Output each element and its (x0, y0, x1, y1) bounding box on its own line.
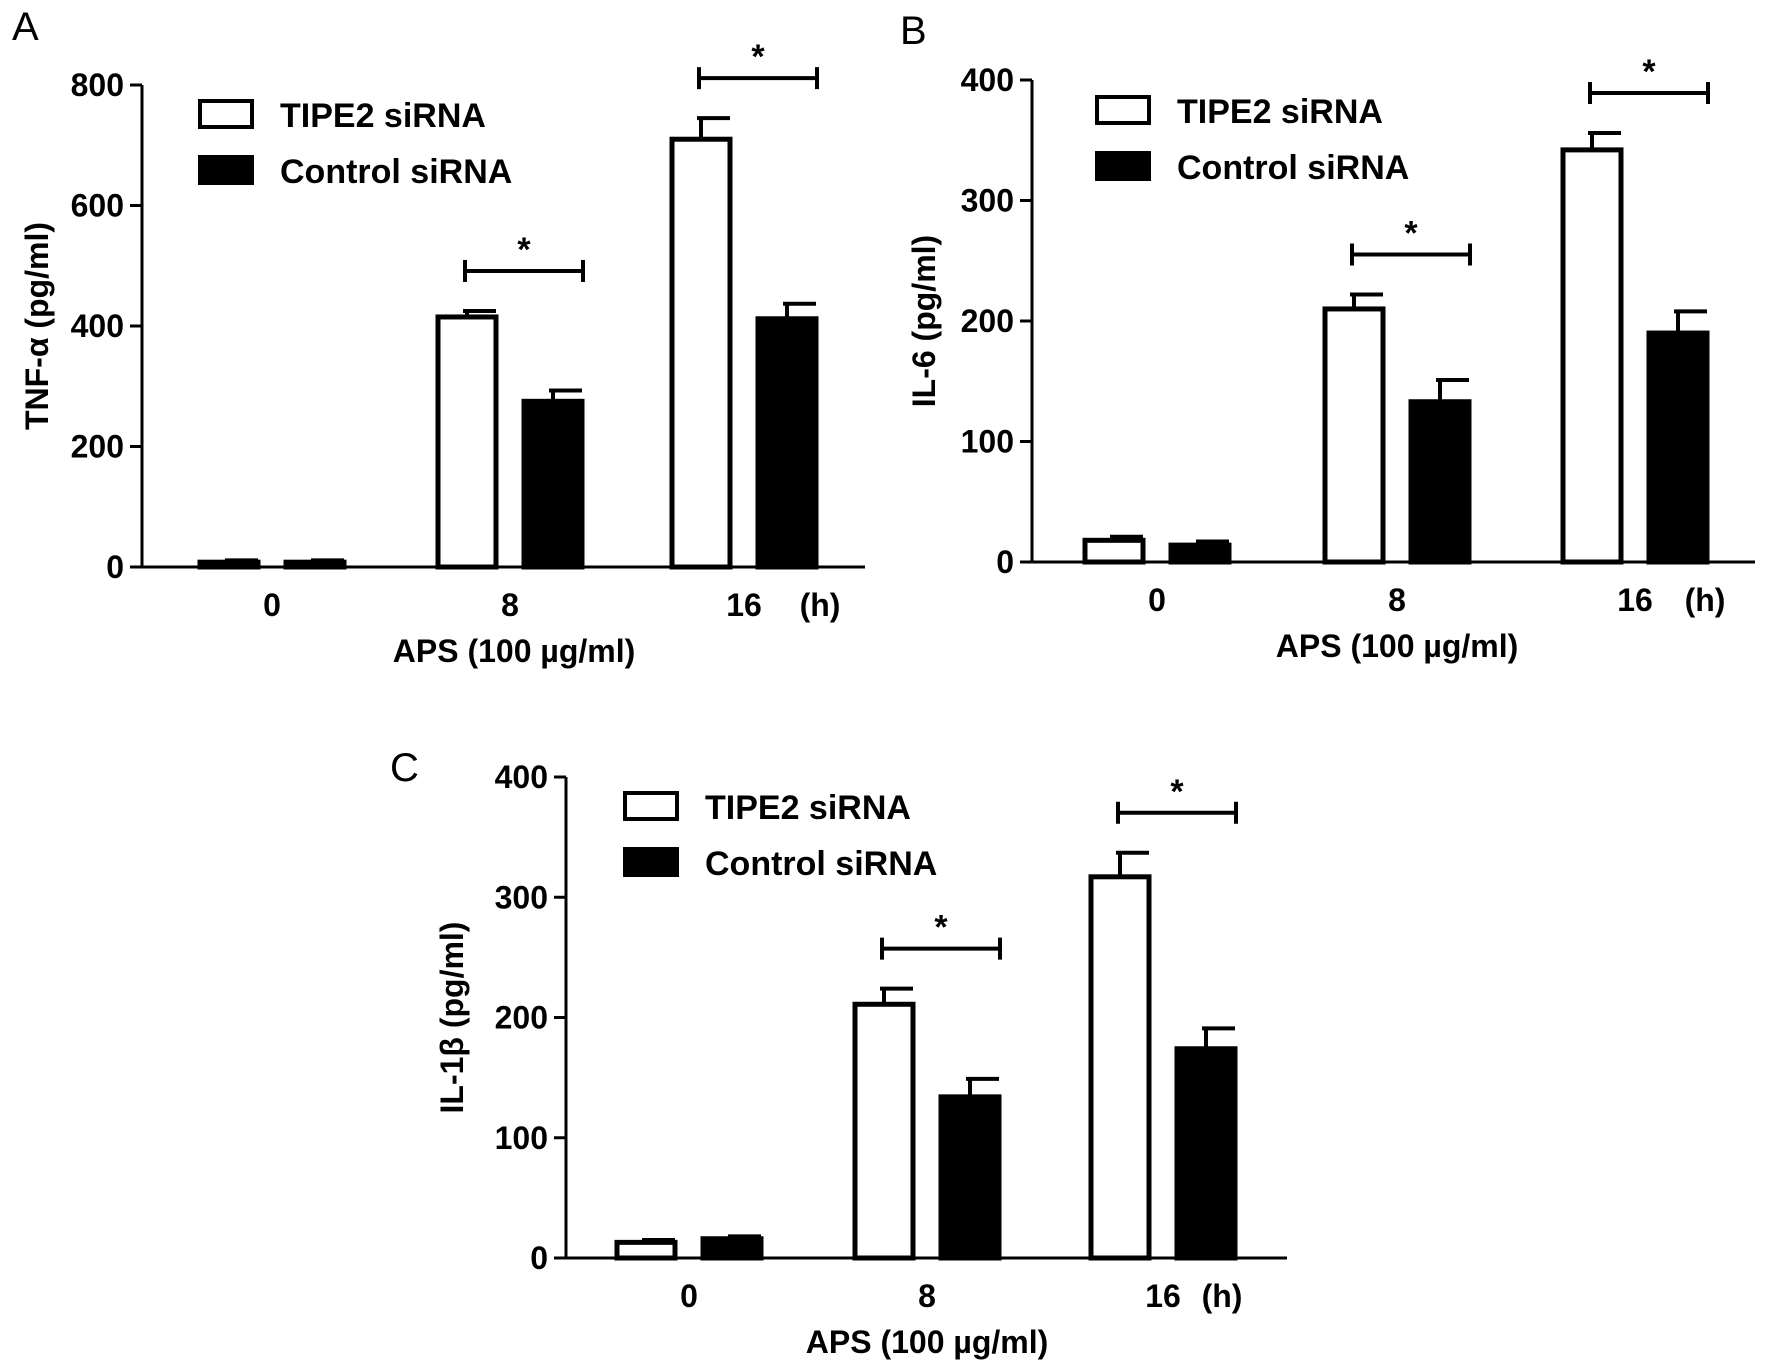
y-tick-label: 100 (495, 1120, 548, 1156)
bar-tipe2-16 (669, 136, 733, 570)
legend-swatch-tipe2 (1095, 95, 1151, 125)
legend: TIPE2 siRNA Control siRNA (623, 789, 937, 883)
x-tick-label: 0 (680, 1278, 698, 1314)
y-tick-label: 400 (961, 62, 1014, 98)
bar-tipe2-0 (197, 559, 261, 570)
chart-panel-a: A 0 200 400 600 800 TNF-α (pg/ml) 0 8 16 (h) APS (1… (12, 5, 865, 669)
bar-control-8 (1408, 399, 1472, 565)
legend-swatch-control (198, 155, 254, 185)
x-tick-label: 0 (263, 587, 281, 623)
y-axis-label: IL-6 (pg/ml) (906, 235, 942, 407)
legend-label: TIPE2 siRNA (705, 789, 911, 827)
legend-label: Control siRNA (280, 153, 512, 191)
significance-marker: * (934, 909, 948, 947)
y-tick-label: 600 (71, 188, 124, 224)
panel-letter: B (900, 9, 927, 53)
legend-swatch-tipe2 (623, 791, 679, 821)
y-axis-label: IL-1β (pg/ml) (434, 922, 470, 1114)
x-tick-label: 8 (1388, 582, 1406, 618)
significance-marker: * (1642, 53, 1656, 91)
x-tick-label: 8 (501, 587, 519, 623)
legend-label: TIPE2 siRNA (1177, 93, 1383, 131)
bar-control-16 (1646, 330, 1710, 565)
bar-control-0 (1168, 542, 1232, 565)
bar-tipe2-16 (1560, 147, 1624, 565)
legend-swatch-tipe2 (198, 99, 254, 129)
bar-control-16 (1174, 1046, 1238, 1261)
y-tick-label: 300 (495, 879, 548, 915)
y-tick-label: 400 (495, 759, 548, 795)
x-axis-label: APS (100 µg/ml) (1276, 628, 1519, 664)
x-tick-label: 16 (1145, 1278, 1181, 1314)
y-tick-label: 800 (71, 67, 124, 103)
bar-tipe2-16 (1088, 874, 1152, 1261)
bar-tipe2-8 (1322, 306, 1386, 565)
bar-control-8 (938, 1094, 1002, 1261)
legend-label: Control siRNA (705, 845, 937, 883)
y-tick-label: 0 (530, 1240, 548, 1276)
y-tick-label: 0 (106, 549, 124, 585)
panel-letter: C (390, 746, 419, 790)
legend: TIPE2 siRNA Control siRNA (198, 97, 512, 191)
legend-label: Control siRNA (1177, 149, 1409, 187)
significance-marker: * (1404, 214, 1418, 252)
significance-marker: * (517, 231, 531, 269)
chart-panel-c: C 0 100 200 300 400 IL-1β (pg/ml) 0 8 16 (h) APS (1… (390, 746, 1287, 1360)
x-axis-label: APS (100 µg/ml) (393, 633, 636, 669)
y-tick-label: 0 (996, 544, 1014, 580)
bar-tipe2-0 (614, 1239, 678, 1261)
y-tick-label: 100 (961, 424, 1014, 460)
bar-tipe2-8 (435, 314, 499, 570)
chart-panel-b: B 0 100 200 300 400 IL-6 (pg/ml) 0 8 16 (h) APS (10… (900, 9, 1755, 664)
x-unit-label: (h) (1685, 582, 1726, 618)
legend: TIPE2 siRNA Control siRNA (1095, 93, 1409, 187)
legend-swatch-control (1095, 151, 1151, 181)
bar-tipe2-0 (1082, 537, 1146, 565)
y-axis-label: TNF-α (pg/ml) (19, 222, 55, 430)
legend-label: TIPE2 siRNA (280, 97, 486, 135)
significance-marker: * (1170, 773, 1184, 811)
y-tick-label: 300 (961, 183, 1014, 219)
x-unit-label: (h) (1202, 1278, 1243, 1314)
bar-tipe2-8 (852, 1001, 916, 1261)
x-axis-label: APS (100 µg/ml) (806, 1324, 1049, 1360)
x-unit-label: (h) (800, 587, 841, 623)
x-tick-label: 0 (1148, 582, 1166, 618)
y-tick-label: 200 (71, 429, 124, 465)
bar-control-16 (755, 316, 819, 570)
legend-swatch-control (623, 847, 679, 877)
panel-letter: A (12, 5, 39, 49)
x-tick-label: 8 (918, 1278, 936, 1314)
bar-control-0 (700, 1236, 764, 1261)
y-tick-label: 200 (495, 1000, 548, 1036)
bar-control-8 (521, 398, 585, 570)
x-tick-label: 16 (726, 587, 762, 623)
x-tick-label: 16 (1617, 582, 1653, 618)
y-tick-label: 400 (71, 308, 124, 344)
significance-marker: * (751, 38, 765, 76)
bar-control-0 (283, 559, 347, 570)
y-tick-label: 200 (961, 303, 1014, 339)
